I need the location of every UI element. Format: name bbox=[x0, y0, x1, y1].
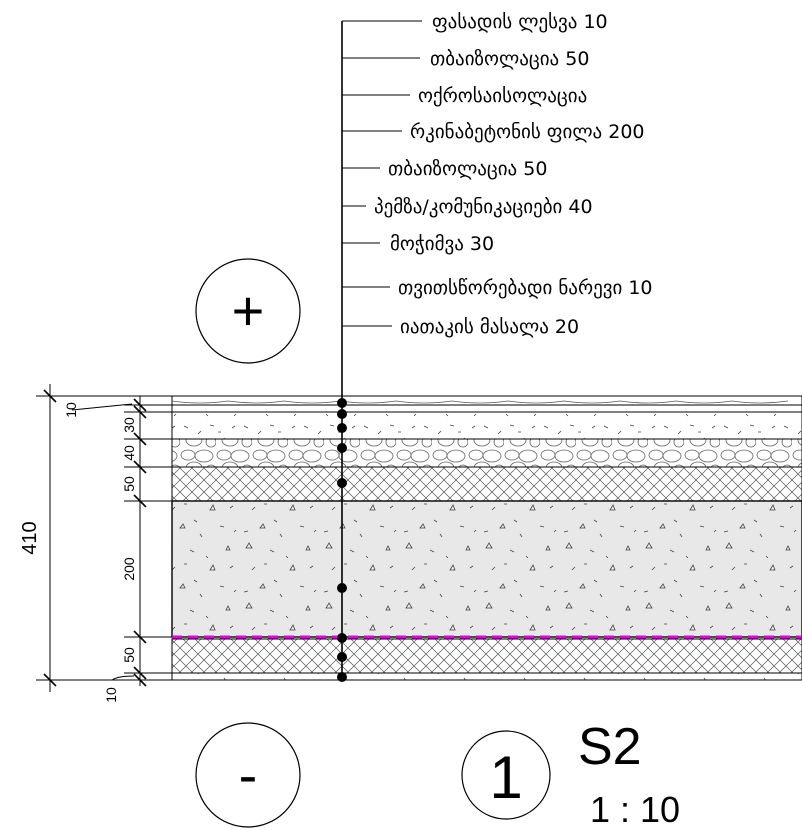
layer-label-6: პემზა/კომუნიკაციები 40 bbox=[342, 196, 593, 218]
detail-code: S2 bbox=[578, 718, 642, 776]
layer-label-text: პემზა/კომუნიკაციები 40 bbox=[374, 196, 593, 218]
leader-dot bbox=[337, 652, 347, 662]
leader-dots bbox=[337, 398, 347, 682]
layer-label-text: თვითსწორებადი ნარევი 10 bbox=[398, 277, 653, 299]
leader-dot bbox=[337, 583, 347, 593]
dimension-total: 410 bbox=[19, 521, 41, 554]
section-layers bbox=[171, 395, 802, 681]
dimension-seg: 50 bbox=[121, 476, 137, 492]
layer-label-text: თბაიზოლაცია 50 bbox=[430, 48, 589, 70]
layer-label-7: მოჭიმვა 30 bbox=[342, 233, 494, 255]
leader-dot bbox=[337, 398, 347, 408]
layer-label-5: თბაიზოლაცია 50 bbox=[342, 158, 547, 180]
dimension-seg: 40 bbox=[121, 445, 137, 461]
layer-label-3: ოქროსაისოლაცია bbox=[342, 85, 587, 107]
layer-label-4: რკინაბეტონის ფილა 200 bbox=[342, 121, 645, 143]
detail-number: 1 bbox=[489, 744, 522, 811]
layer-label-text: იათაკის მასალა 20 bbox=[400, 316, 579, 338]
dimension-seg: 30 bbox=[121, 417, 137, 433]
layer-label-9: იათაკის მასალა 20 bbox=[342, 316, 579, 338]
layer-label-1: ფასადის ლესვა 10 bbox=[342, 11, 608, 33]
leader-dot bbox=[337, 672, 347, 682]
leader-dot bbox=[337, 633, 347, 643]
layer-label-2: თბაიზოლაცია 50 bbox=[342, 48, 589, 70]
finish-floor-texture bbox=[171, 400, 789, 404]
layer-label-8: თვითსწორებადი ნარევი 10 bbox=[342, 277, 653, 299]
layer-insulation-bottom bbox=[171, 638, 802, 674]
dimension-seg: 10 bbox=[103, 687, 119, 703]
layer-label-text: ფასადის ლესვა 10 bbox=[432, 11, 608, 33]
plus-sign: + bbox=[232, 279, 265, 342]
layer-pumice bbox=[171, 438, 802, 468]
leader-dot bbox=[337, 478, 347, 488]
layer-screed bbox=[171, 411, 802, 440]
layer-label-text: ოქროსაისოლაცია bbox=[418, 85, 587, 107]
leader-group bbox=[337, 21, 347, 682]
layer-finish-floor bbox=[171, 395, 802, 406]
minus-sign: - bbox=[239, 743, 258, 806]
dimension-chain bbox=[36, 384, 172, 692]
layer-insulation-top bbox=[171, 466, 802, 502]
plus-symbol: + bbox=[195, 258, 301, 364]
leader-dot bbox=[337, 423, 347, 433]
layer-facade-plaster bbox=[171, 672, 802, 681]
leader-dot bbox=[337, 409, 347, 419]
detail-title-block: 1 S2 1 : 10 bbox=[461, 718, 680, 830]
dimension-seg: 10 bbox=[63, 402, 79, 418]
detail-scale: 1 : 10 bbox=[590, 789, 680, 830]
layer-concrete-slab bbox=[171, 500, 802, 638]
dimension-seg: 50 bbox=[121, 647, 137, 663]
dimension-labels: 410 10 30 40 50 200 50 10 bbox=[19, 402, 137, 703]
layer-label-text: თბაიზოლაცია 50 bbox=[388, 158, 547, 180]
layer-label-text: მოჭიმვა 30 bbox=[390, 233, 494, 255]
minus-symbol: - bbox=[195, 722, 301, 828]
dimension-seg: 200 bbox=[121, 557, 137, 581]
layer-self-leveling bbox=[171, 404, 802, 413]
layer-label-text: რკინაბეტონის ფილა 200 bbox=[410, 121, 645, 143]
layer-labels: ფასადის ლესვა 10 თბაიზოლაცია 50 ოქროსაის… bbox=[342, 11, 653, 338]
leader-dot bbox=[337, 443, 347, 453]
